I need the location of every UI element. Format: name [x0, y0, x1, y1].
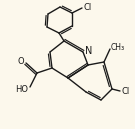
Text: N: N [85, 46, 92, 56]
Text: HO: HO [15, 84, 28, 94]
Text: O: O [17, 58, 24, 67]
Text: CH₃: CH₃ [111, 43, 125, 53]
Text: Cl: Cl [83, 3, 91, 13]
Text: Cl: Cl [121, 87, 129, 95]
